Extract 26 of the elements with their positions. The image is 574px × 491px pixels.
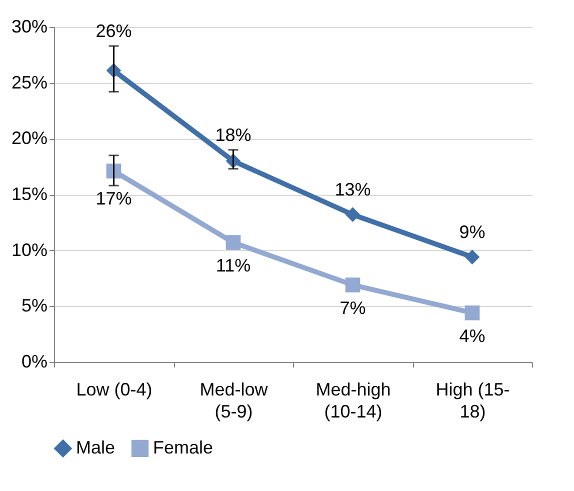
y-tick-label: 0% (21, 352, 48, 372)
x-tick-label: Med-low (5-9) (200, 380, 269, 422)
y-tick-label: 5% (21, 296, 48, 316)
x-tick-label: Med-high (10-14) (316, 380, 391, 422)
data-label: 9% (459, 222, 486, 242)
y-tick-label: 15% (11, 184, 48, 204)
x-tick-label: Low (0-4) (76, 380, 152, 400)
y-tick-label: 10% (11, 240, 48, 260)
point (464, 250, 480, 264)
data-label: 26% (96, 20, 132, 41)
y-tick-label: 20% (11, 128, 48, 148)
y-tick-label: 25% (11, 72, 48, 92)
point (226, 235, 241, 250)
data-label: 7% (340, 298, 366, 318)
data-label: 13% (334, 180, 371, 200)
point (345, 278, 360, 292)
x-tick-label: High (15-18) (436, 380, 510, 422)
y-tick-label: 30% (11, 16, 48, 36)
point (345, 207, 360, 222)
data-label: 11% (216, 256, 251, 276)
legend-label: Female (153, 437, 214, 458)
data-label: 18% (215, 124, 252, 145)
data-label: 4% (459, 326, 486, 346)
point (464, 305, 480, 320)
legend-label: Male (76, 437, 116, 458)
data-label: 17% (96, 188, 132, 209)
